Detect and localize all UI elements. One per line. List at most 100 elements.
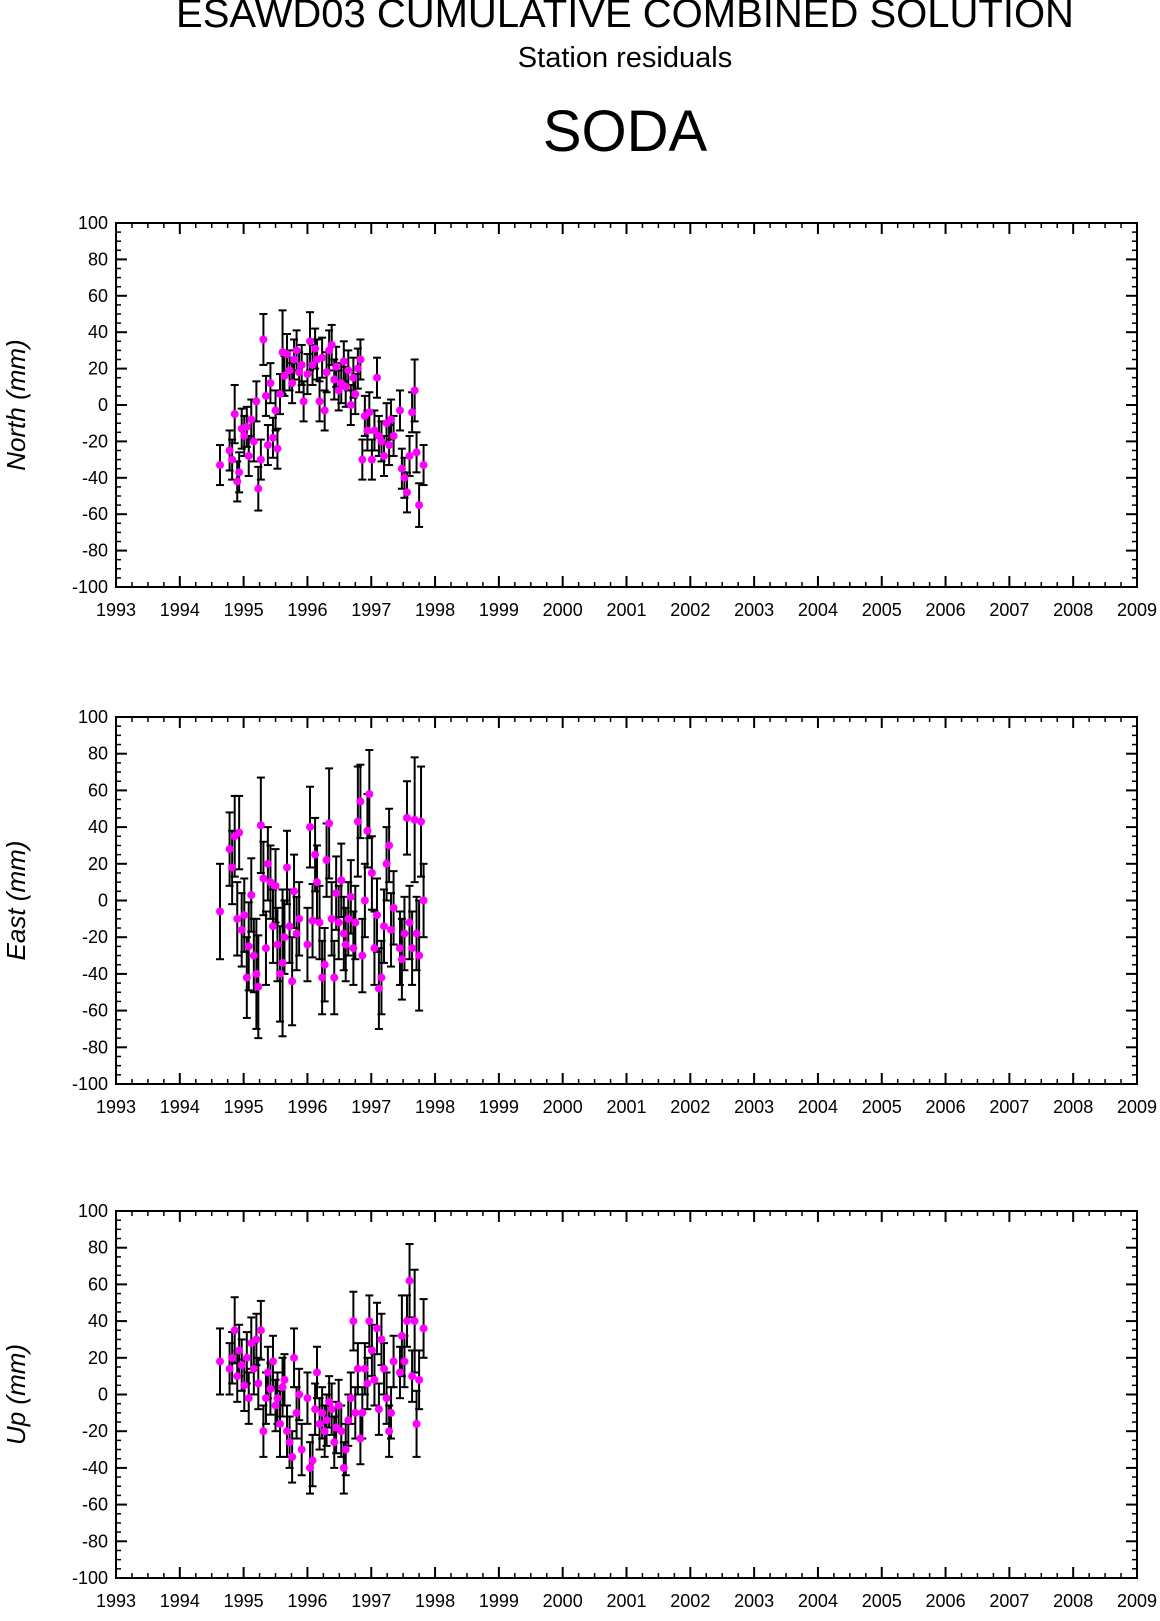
data-point	[290, 355, 299, 364]
data-point	[240, 911, 249, 920]
x-tick-label: 2004	[798, 1591, 838, 1611]
data-point	[244, 451, 253, 460]
y-tick-label: 100	[78, 707, 108, 727]
data-point	[288, 1452, 297, 1461]
data-point	[313, 878, 322, 887]
data-point	[275, 390, 284, 399]
data-point	[252, 969, 261, 978]
y-tick-label: -80	[82, 1037, 108, 1057]
data-point	[261, 391, 270, 400]
data-point	[283, 1427, 292, 1436]
data-point	[367, 868, 376, 877]
data-point	[320, 1427, 329, 1436]
data-point	[402, 813, 411, 822]
data-point	[297, 1445, 306, 1454]
data-point	[415, 501, 424, 510]
data-point	[315, 918, 324, 927]
data-point	[285, 366, 294, 375]
data-point	[415, 1375, 424, 1384]
data-point	[235, 1346, 244, 1355]
x-tick-label: 2001	[606, 1097, 646, 1117]
data-point	[252, 397, 261, 406]
data-point	[356, 355, 365, 364]
data-point	[235, 828, 244, 837]
data-point	[295, 368, 304, 377]
data-point	[349, 373, 358, 382]
data-point	[410, 1317, 419, 1326]
data-point	[387, 925, 396, 934]
data-point	[356, 797, 365, 806]
data-point	[292, 929, 301, 938]
data-point	[380, 451, 389, 460]
data-point	[225, 845, 234, 854]
data-point	[327, 914, 336, 923]
data-point	[237, 925, 246, 934]
plot-panel: 1993 1994 1995 1996 1997 1998 1999 2000 2001 2002…	[1, 1201, 1157, 1611]
data-point	[380, 922, 389, 931]
y-tick-label: -20	[82, 431, 108, 451]
data-point	[292, 346, 301, 355]
data-point	[380, 1364, 389, 1373]
y-tick-label: 0	[98, 1385, 108, 1405]
x-tick-label: 2002	[670, 1097, 710, 1117]
y-tick-label: 80	[88, 249, 108, 269]
data-point	[311, 1405, 320, 1414]
x-tick-label: 1997	[351, 1097, 391, 1117]
x-tick-label: 2009	[1117, 1591, 1157, 1611]
x-tick-label: 1996	[287, 1097, 327, 1117]
data-point	[278, 958, 287, 967]
data-point	[351, 1408, 360, 1417]
x-tick-label: 2007	[989, 1097, 1029, 1117]
x-tick-label: 1999	[479, 1591, 519, 1611]
data-point	[410, 386, 419, 395]
x-tick-label: 1996	[287, 1591, 327, 1611]
data-point	[242, 422, 251, 431]
data-point	[311, 850, 320, 859]
x-tick-label: 1997	[351, 1591, 391, 1611]
y-tick-label: -100	[72, 577, 108, 597]
data-point	[252, 1335, 261, 1344]
data-point	[305, 337, 314, 346]
data-point	[288, 379, 297, 388]
x-tick-label: 2007	[989, 1591, 1029, 1611]
data-point	[358, 951, 367, 960]
data-point	[268, 433, 277, 442]
data-point	[322, 1416, 331, 1425]
plot-frame	[115, 1210, 1138, 1579]
data-point	[385, 841, 394, 850]
x-tick-label: 2005	[862, 1591, 902, 1611]
data-point	[365, 1317, 374, 1326]
data-point	[419, 1324, 428, 1333]
data-point	[273, 444, 282, 453]
data-point	[360, 896, 369, 905]
data-point	[405, 451, 414, 460]
data-point	[377, 437, 386, 446]
x-tick-label: 2006	[926, 1591, 966, 1611]
x-tick-label: 1998	[415, 600, 455, 620]
data-point	[254, 484, 263, 493]
data-point	[318, 353, 327, 362]
data-point	[247, 890, 256, 899]
x-tick-label: 2002	[670, 1591, 710, 1611]
data-point	[339, 929, 348, 938]
data-point	[339, 1463, 348, 1472]
data-point	[334, 386, 343, 395]
data-point	[216, 1357, 225, 1366]
x-tick-label: 1994	[160, 600, 200, 620]
data-point	[370, 944, 379, 953]
data-point	[228, 863, 237, 872]
data-point	[389, 1357, 398, 1366]
data-point	[216, 461, 225, 470]
data-point	[315, 1419, 324, 1428]
data-point	[382, 1394, 391, 1403]
data-point	[259, 874, 268, 883]
y-axis-label: Up (mm)	[1, 1344, 31, 1445]
data-point	[266, 1384, 275, 1393]
data-point	[285, 1438, 294, 1447]
data-point	[254, 982, 263, 991]
data-point	[233, 1372, 242, 1381]
y-axis-label: North (mm)	[1, 339, 31, 470]
data-point	[410, 815, 419, 824]
data-point	[233, 914, 242, 923]
